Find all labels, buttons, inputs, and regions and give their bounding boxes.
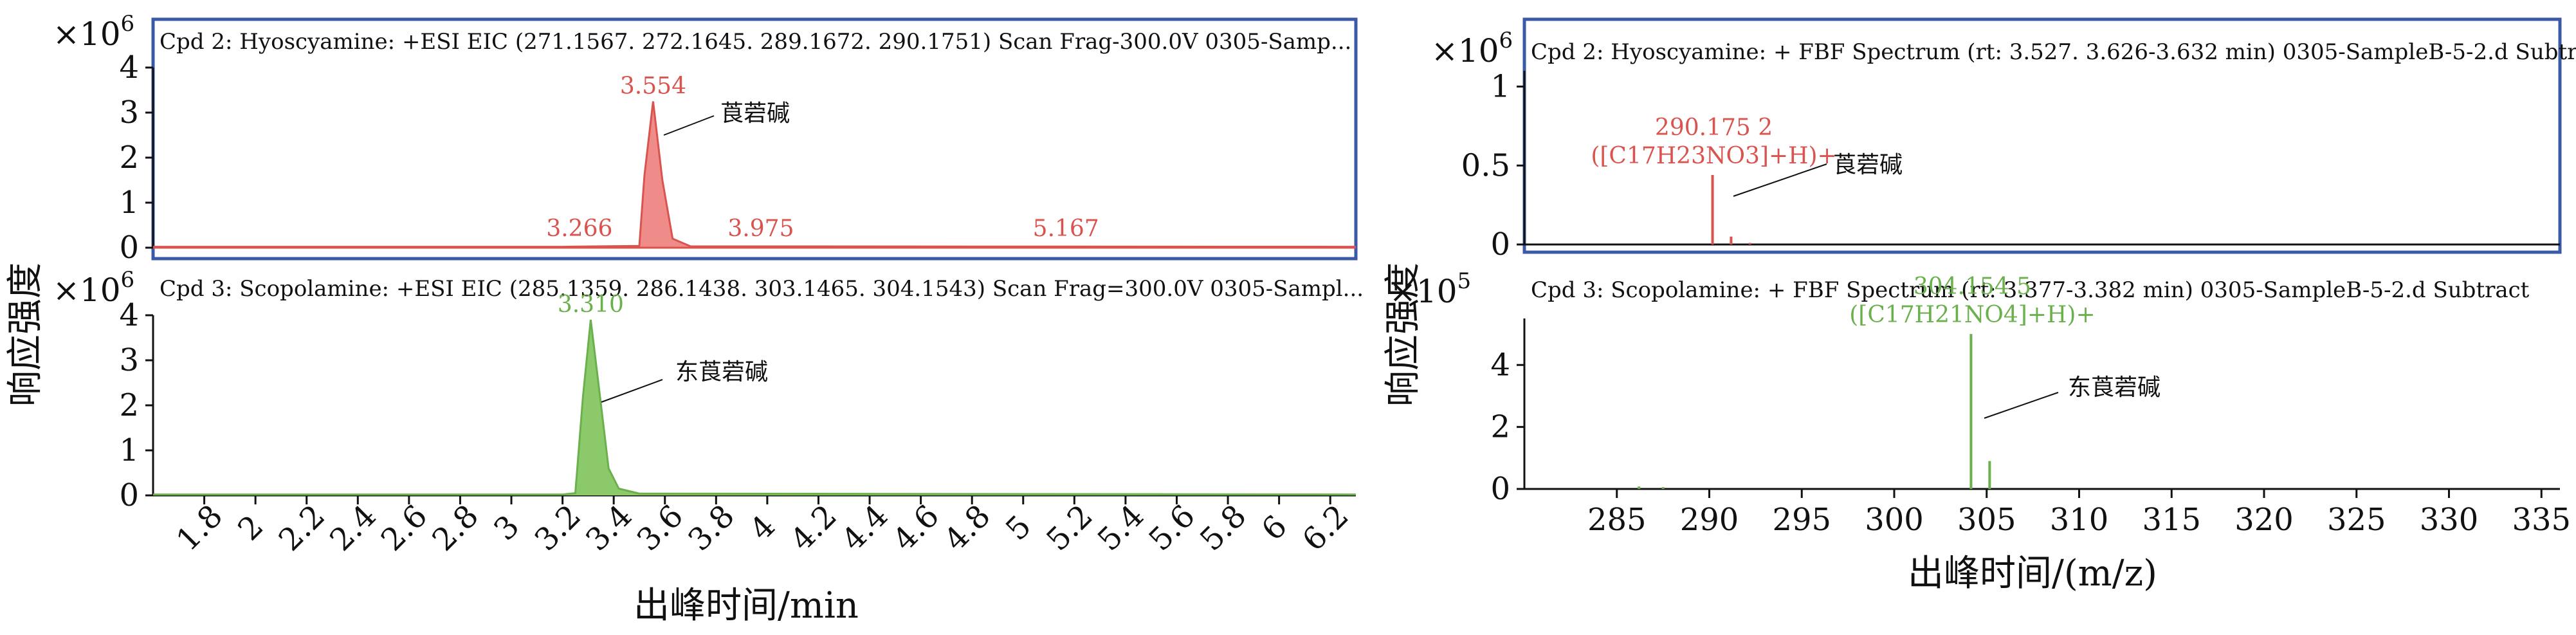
compound-label: 东莨菪碱 <box>675 359 768 385</box>
y-tick-label: 0.5 <box>1461 147 1510 183</box>
left-y-axis-label: 响应强度 <box>5 262 46 407</box>
trace-line <box>153 101 1357 248</box>
x-tick-label: 4.8 <box>937 498 998 558</box>
x-tick-label: 4.6 <box>886 498 947 558</box>
y-tick-label: 0 <box>1490 226 1510 262</box>
x-tick-label: 325 <box>2327 502 2386 538</box>
y-tick-label: 1 <box>119 185 139 221</box>
peak-label: 3.975 <box>727 216 794 242</box>
magnitude-label: ×106 <box>1431 28 1513 69</box>
peak-mz-label: 304.154 5 <box>1914 273 2031 300</box>
x-tick-label: 305 <box>1957 502 2016 538</box>
x-tick-label: 2.2 <box>272 498 333 558</box>
x-tick-label: 4.4 <box>835 498 895 558</box>
peak-label: 5.167 <box>1033 216 1099 242</box>
magnitude-label: ×106 <box>53 267 134 309</box>
plot-header: Cpd 3: Scopolamine: + FBF Spectrum (rt: … <box>1531 277 2530 303</box>
eic-scopolamine-plot: ×106 Cpd 3: Scopolamine: +ESI EIC (285.1… <box>53 267 1364 558</box>
y-tick-label: 0 <box>1490 471 1510 507</box>
plot-header: Cpd 3: Scopolamine: +ESI EIC (285.1359. … <box>160 276 1364 302</box>
x-tick-label: 2.8 <box>425 498 486 558</box>
x-tick-label: 310 <box>2050 502 2109 538</box>
x-tick-label: 6 <box>1255 508 1294 548</box>
y-tick-label: 2 <box>1490 409 1510 445</box>
x-tick-label: 3.2 <box>527 498 588 558</box>
x-tick-label: 315 <box>2142 502 2201 538</box>
y-tick-label: 3 <box>119 95 139 131</box>
magnitude-label: ×105 <box>1389 268 1471 310</box>
x-ticks: 1.8 2 2.22.42.62.8 3 3.23.43.63.8 4 4.24.44.64… <box>169 495 1356 558</box>
peak-label: 3.554 <box>620 73 686 100</box>
peak-label: 3.266 <box>546 216 612 242</box>
plot-header: Cpd 2: Hyoscyamine: + FBF Spectrum (rt: … <box>1531 39 2576 65</box>
x-tick-label: 3.6 <box>630 498 691 558</box>
eic-hyoscyamine-plot: ×106 Cpd 2: Hyoscyamine: +ESI EIC (271.1… <box>53 11 1358 266</box>
y-tick-label: 4 <box>1490 347 1510 383</box>
right-panel: 响应强度 ×106 Cpd 2: Hyoscyamine: + FBF Spec… <box>1382 17 2576 594</box>
left-panel: 响应强度 ×106 Cpd 2: Hyoscyamine: +ESI EIC (… <box>5 11 1364 627</box>
y-tick-label: 2 <box>119 387 139 423</box>
y-tick-label: 1 <box>1490 69 1510 105</box>
right-x-axis-label: 出峰时间/(m/z) <box>1908 553 2157 594</box>
peak-formula-label: ([C17H23NO3]+H)+ <box>1591 143 1836 169</box>
spectrum-scopolamine-plot: ×105 Cpd 3: Scopolamine: + FBF Spectrum … <box>1389 268 2571 538</box>
plot-header: Cpd 2: Hyoscyamine: +ESI EIC (271.1567. … <box>160 29 1351 55</box>
x-tick-label: 300 <box>1865 502 1924 538</box>
peak-formula-label: ([C17H21NO4]+H)+ <box>1849 302 2095 328</box>
compound-label: 莨菪碱 <box>1833 152 1903 178</box>
x-tick-label: 5.6 <box>1142 498 1202 558</box>
compound-callout-line <box>663 115 715 136</box>
x-tick-label: 3.8 <box>681 498 742 558</box>
x-tick-label: 2.4 <box>323 498 383 558</box>
peak-mz-label: 290.175 2 <box>1655 115 1773 141</box>
x-tick-label: 290 <box>1680 502 1739 538</box>
y-ticks: 00.51 <box>1461 69 1524 262</box>
peak-area <box>153 320 1356 495</box>
spectrum-peaks: 290.175 2([C17H23NO3]+H)+ <box>1524 115 2560 246</box>
x-ticks: 285 290 295 300 305 310 315 320 325 330 335 <box>1587 489 2571 538</box>
left-x-axis-label: 出峰时间/min <box>634 585 859 627</box>
x-tick-label: 1.8 <box>169 498 230 558</box>
x-tick-label: 3.4 <box>579 498 639 558</box>
spectrum-hyoscyamine-plot: ×106 Cpd 2: Hyoscyamine: + FBF Spectrum … <box>1431 17 2576 262</box>
compound-callout-line <box>1984 392 2059 419</box>
y-tick-label: 0 <box>119 230 139 266</box>
x-tick-label: 5.2 <box>1039 498 1100 558</box>
y-ticks: 0 1 2 3 4 <box>119 297 153 513</box>
peak-label: 3.310 <box>558 291 624 318</box>
x-tick-label: 3 <box>487 508 526 548</box>
y-tick-label: 4 <box>119 297 139 333</box>
right-y-axis-label: 响应强度 <box>1382 262 1424 407</box>
y-ticks: 0 1 2 3 4 <box>119 50 153 266</box>
x-tick-label: 4.2 <box>783 498 844 558</box>
eic-trace: 3.310 <box>153 291 1357 496</box>
x-tick-label: 335 <box>2512 502 2571 538</box>
x-tick-label: 4 <box>743 508 782 548</box>
compound-label: 莨菪碱 <box>720 100 790 127</box>
x-tick-label: 2 <box>231 508 270 548</box>
trace-line <box>153 319 1357 496</box>
compound-callout-line <box>601 379 663 403</box>
compound-label: 东莨菪碱 <box>2068 374 2160 401</box>
compound-callout-line <box>1733 163 1827 197</box>
eic-trace: 3.554 3.266 3.975 5.167 <box>153 73 1357 249</box>
y-tick-label: 4 <box>119 50 139 86</box>
y-tick-label: 3 <box>119 342 139 378</box>
y-tick-label: 2 <box>119 140 139 176</box>
x-tick-label: 285 <box>1587 502 1647 538</box>
spectrum-peaks: 304.154 5([C17H21NO4]+H)+ <box>1638 273 2096 489</box>
x-tick-label: 6.2 <box>1295 498 1356 558</box>
magnitude-label: ×106 <box>53 11 134 53</box>
y-ticks: 0 2 4 <box>1490 347 1524 507</box>
x-tick-label: 320 <box>2234 502 2294 538</box>
x-tick-label: 330 <box>2420 502 2479 538</box>
y-tick-label: 1 <box>119 432 139 468</box>
x-tick-label: 2.6 <box>374 498 435 558</box>
y-tick-label: 0 <box>119 477 139 513</box>
x-tick-label: 5.8 <box>1193 498 1254 558</box>
x-tick-label: 5 <box>999 508 1038 548</box>
x-tick-label: 5.4 <box>1091 498 1151 558</box>
x-tick-label: 295 <box>1772 502 1831 538</box>
